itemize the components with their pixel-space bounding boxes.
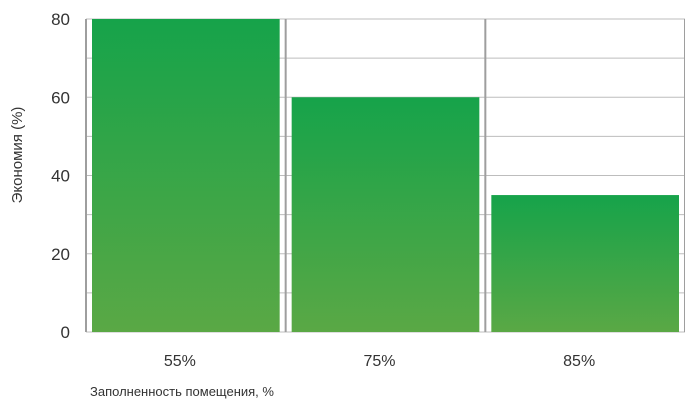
y-tick-label: 20	[51, 245, 70, 264]
x-axis-label: Заполненность помещения, %	[90, 384, 274, 399]
bar	[491, 195, 679, 332]
y-tick-label: 0	[61, 323, 70, 342]
x-tick-label: 85%	[563, 353, 595, 370]
y-axis-ticks: 0 20 40 60 80	[51, 10, 70, 342]
x-tick-label: 55%	[164, 353, 196, 370]
bar	[291, 97, 480, 332]
y-tick-label: 40	[51, 167, 70, 186]
x-axis-ticks: 55% 75% 85%	[164, 353, 595, 370]
y-tick-label: 80	[51, 10, 70, 29]
bar	[92, 19, 280, 332]
bars	[92, 19, 679, 332]
y-tick-label: 60	[51, 88, 70, 107]
y-axis-label: Экономия (%)	[9, 107, 26, 204]
x-tick-label: 75%	[363, 353, 395, 370]
